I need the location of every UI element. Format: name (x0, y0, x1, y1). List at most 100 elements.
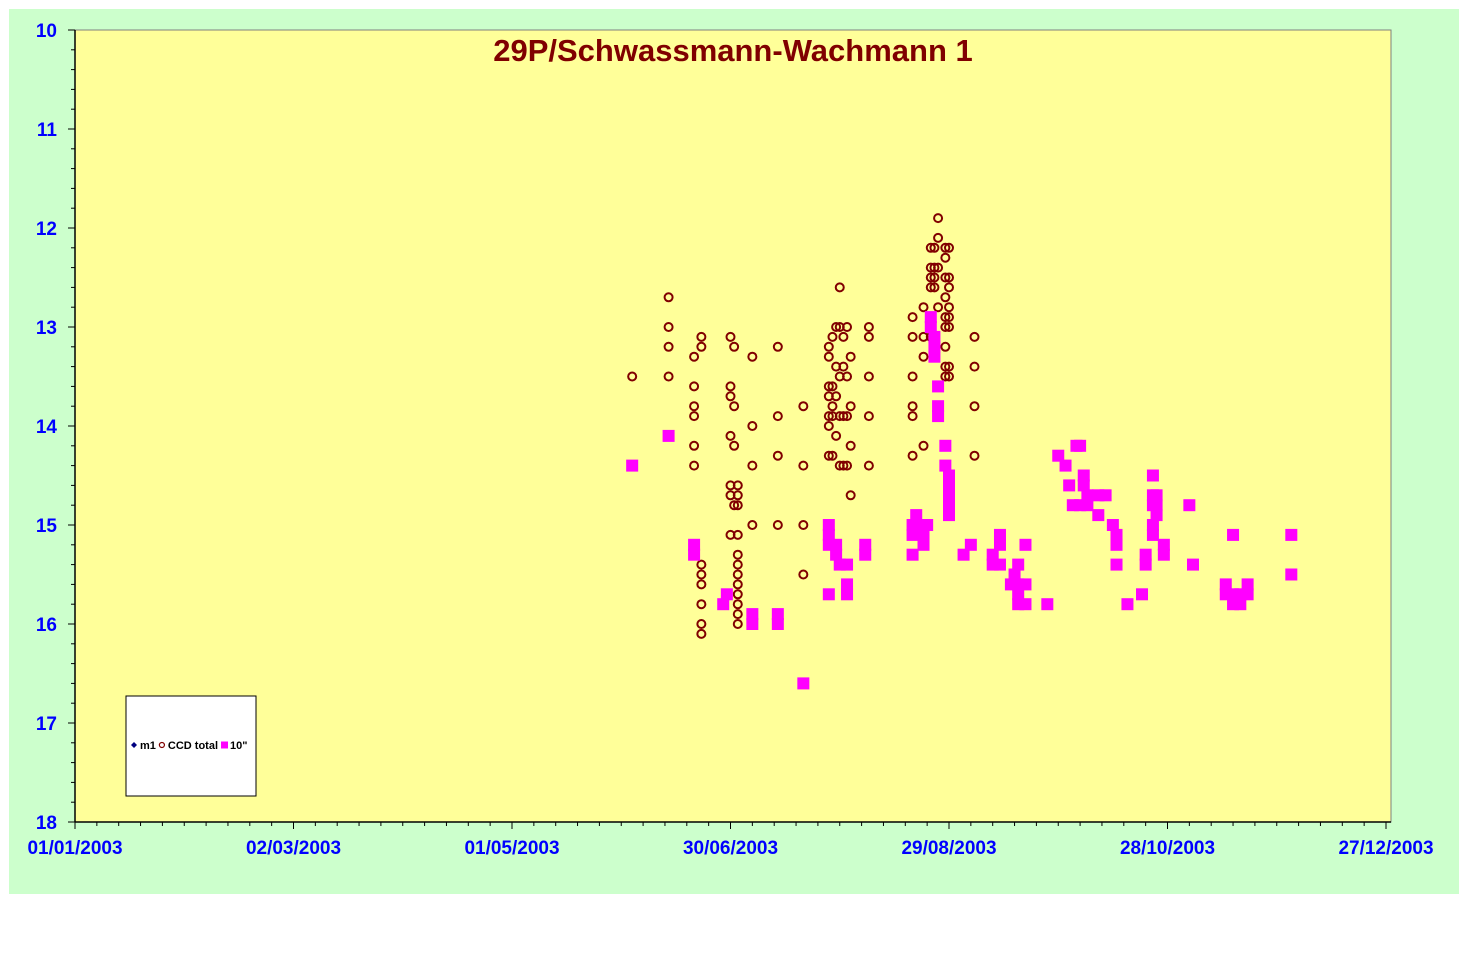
ccd-total-point (863, 331, 874, 342)
ten-inch-point (924, 321, 937, 333)
legend-label: m1 (140, 740, 156, 752)
scatter-chart: 29P/Schwassmann-Wachmann 1 1011121314151… (27, 21, 1433, 859)
legend-10in-marker (221, 741, 229, 749)
ccd-total-point (732, 619, 743, 629)
ccd-total-point (944, 302, 954, 313)
ten-inch-point (822, 588, 835, 601)
ccd-total-point (827, 401, 838, 412)
ten-inch-point (917, 538, 930, 551)
ccd-total-point (969, 401, 980, 412)
ccd-total-point (842, 411, 853, 422)
x-tick-label: 02/03/2003 (246, 838, 341, 859)
ccd-total-point (831, 391, 842, 402)
ccd-total-point (834, 282, 845, 293)
ccd-total-point (907, 331, 918, 342)
ccd-total-point (823, 381, 834, 392)
ten-inch-point (906, 548, 919, 561)
ten-inch-point (1077, 469, 1090, 482)
ccd-total-point (823, 351, 834, 362)
ccd-total-point (663, 322, 674, 332)
ten-inch-point (1052, 449, 1065, 462)
y-tick-label: 18 (36, 813, 57, 834)
chart-area: 29P/Schwassmann-Wachmann 1 10 11 12 13 14 15 1… (9, 9, 1459, 894)
ccd-total-point (940, 272, 951, 283)
ccd-total-point (940, 252, 951, 263)
ccd-total-point (925, 272, 936, 283)
ten-inch-point (1092, 509, 1105, 522)
ccd-total-point (929, 262, 940, 273)
ccd-total-point (929, 242, 940, 253)
ten-inch-point (1019, 538, 1032, 551)
y-tick-label: 15 (36, 516, 58, 537)
ccd-total-point (772, 411, 783, 422)
ccd-total-point (725, 381, 736, 392)
ten-inch-point (688, 538, 701, 551)
axes: 10 11 12 13 14 15 16 17 18 01/01/2003 02/03/2003 01… (27, 21, 1433, 859)
ten-inch-point (1121, 598, 1134, 611)
x-tick-label: 27/12/2003 (1338, 838, 1433, 859)
ten-inch-point (822, 519, 835, 531)
ccd-total-point (944, 361, 954, 372)
ten-inch-point (1186, 558, 1199, 571)
ccd-total-point (725, 480, 736, 491)
ten-inch-point (859, 538, 872, 551)
ten-inch-point (1157, 548, 1170, 561)
ccd-total-point (929, 272, 940, 283)
ccd-total-point (732, 599, 743, 610)
ten-inch-point (928, 350, 941, 363)
ten-inch-point (1219, 578, 1232, 591)
ccd-total-point (838, 411, 849, 422)
ccd-total-point (663, 292, 674, 303)
ccd-total-point (696, 569, 707, 580)
ccd-total-point (863, 371, 874, 382)
ten-inch-point (1150, 489, 1163, 502)
legend-ccd-marker (158, 741, 166, 749)
ten-inch-point (1234, 598, 1247, 611)
ccd-total-point (729, 500, 740, 511)
ccd-total-point (863, 460, 874, 471)
ccd-total-point (944, 322, 954, 332)
ten-inch-point (1008, 568, 1021, 581)
ccd-total-point (940, 361, 951, 372)
ten-inch-point (932, 410, 945, 423)
ccd-total-point (725, 490, 736, 501)
ten-inch-point (928, 340, 941, 353)
ten-inch-point (993, 538, 1006, 551)
ccd-total-point (940, 341, 951, 352)
ten-inch-point (830, 538, 843, 551)
ten-inch-point (688, 548, 701, 561)
ten-inch-point (943, 509, 955, 522)
ccd-total-point (929, 282, 940, 293)
ccd-total-point (940, 242, 951, 253)
ten-inch-point (1285, 528, 1298, 541)
y-tick-label: 16 (36, 615, 57, 636)
ten-inch-point (1099, 489, 1112, 502)
ccd-total-point (940, 292, 951, 303)
ccd-total-point (845, 351, 856, 362)
ten-inch-point (1012, 558, 1025, 571)
ccd-total-point (663, 371, 674, 382)
ten-inch-point (986, 548, 999, 561)
ccd-total-point (663, 341, 674, 352)
ccd-total-point (944, 272, 954, 283)
ccd-total-point (798, 520, 809, 530)
ten-inch-point (993, 558, 1006, 571)
ten-inch-point (943, 499, 955, 512)
ten-inch-point (917, 528, 930, 541)
ten-inch-point (1157, 538, 1170, 551)
ccd-total-point (969, 450, 980, 461)
ccd-total-point (725, 529, 736, 540)
series-ccd-total (627, 213, 980, 639)
ccd-total-point (918, 440, 929, 451)
ten-inch-point (921, 519, 934, 531)
ten-inch-point (1110, 528, 1123, 541)
ccd-total-point (725, 430, 736, 441)
chart-title: 29P/Schwassmann-Wachmann 1 (493, 33, 973, 68)
ten-inch-point (746, 608, 759, 621)
ten-inch-point (1081, 499, 1094, 512)
ccd-total-point (925, 282, 936, 293)
ccd-total-point (696, 559, 707, 570)
ccd-total-point (933, 302, 944, 313)
ccd-total-point (729, 401, 740, 412)
ccd-total-point (925, 242, 936, 253)
